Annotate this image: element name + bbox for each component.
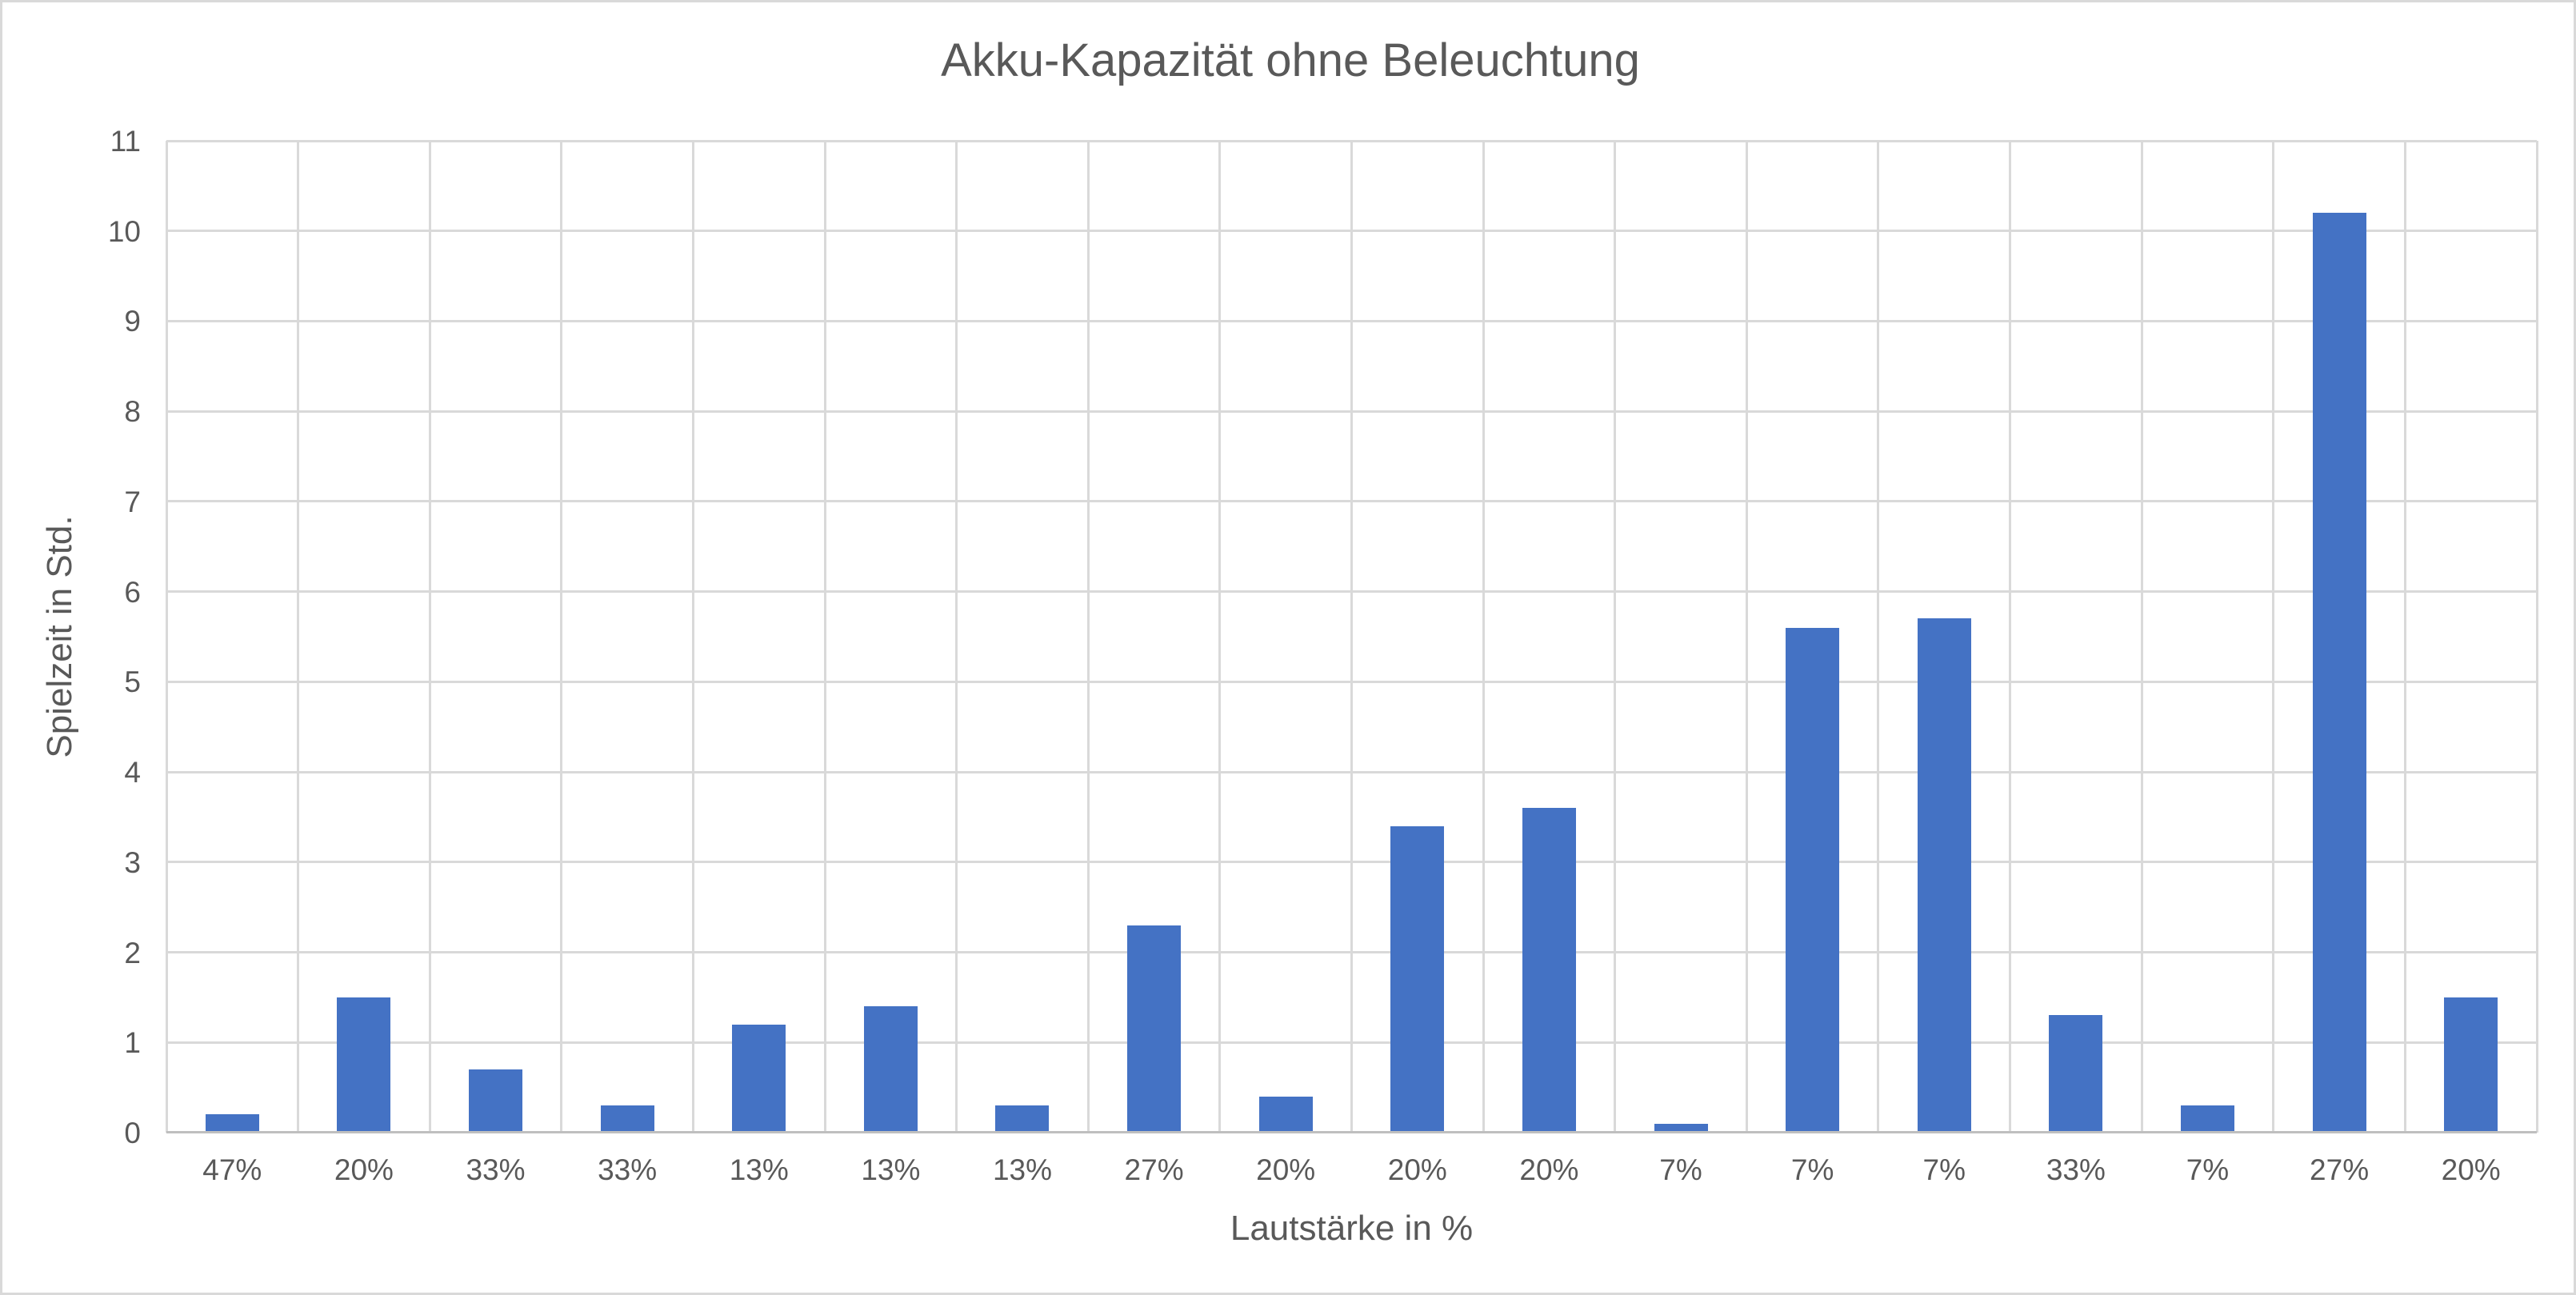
bar-4 xyxy=(732,1024,786,1133)
v-gridline-2 xyxy=(428,141,431,1133)
bar-14 xyxy=(2049,1015,2103,1133)
x-tick-label-3: 33% xyxy=(598,1153,658,1186)
y-tick-label-3: 3 xyxy=(124,845,141,879)
x-tick-label-15: 7% xyxy=(2186,1153,2230,1186)
bar-6 xyxy=(995,1105,1050,1133)
x-tick-label-11: 7% xyxy=(1659,1153,1702,1186)
x-axis-title: Lautstärke in % xyxy=(1230,1209,1474,1248)
v-gridline-7 xyxy=(1086,141,1090,1133)
x-tick-label-16: 27% xyxy=(2310,1153,2370,1186)
bar-11 xyxy=(1654,1123,1708,1133)
v-gridline-5 xyxy=(823,141,826,1133)
y-tick-label-2: 2 xyxy=(124,936,141,969)
v-gridline-4 xyxy=(691,141,694,1133)
y-tick-label-5: 5 xyxy=(124,665,141,699)
y-axis-title: Spielzeit in Std. xyxy=(40,515,79,758)
plot-area xyxy=(165,139,2538,1133)
y-tick-label-1: 1 xyxy=(124,1026,141,1060)
bar-13 xyxy=(1917,618,1971,1133)
y-tick-label-9: 9 xyxy=(124,305,141,338)
y-tick-label-7: 7 xyxy=(124,485,141,518)
v-gridline-18 xyxy=(2535,141,2538,1133)
v-gridline-13 xyxy=(1877,141,1880,1133)
bar-2 xyxy=(469,1069,523,1133)
v-gridline-16 xyxy=(2272,141,2275,1133)
x-tick-label-7: 27% xyxy=(1124,1153,1184,1186)
v-gridline-10 xyxy=(1482,141,1485,1133)
bar-7 xyxy=(1127,925,1182,1133)
v-gridline-15 xyxy=(2140,141,2143,1133)
v-gridline-17 xyxy=(2403,141,2406,1133)
bar-10 xyxy=(1522,808,1576,1133)
y-tick-label-6: 6 xyxy=(124,575,141,609)
v-gridline-0 xyxy=(165,141,168,1133)
v-gridline-1 xyxy=(297,141,300,1133)
x-tick-label-14: 33% xyxy=(2046,1153,2106,1186)
x-tick-label-6: 13% xyxy=(992,1153,1052,1186)
bar-3 xyxy=(600,1105,654,1133)
v-gridline-3 xyxy=(560,141,563,1133)
v-gridline-8 xyxy=(1218,141,1222,1133)
x-tick-label-1: 20% xyxy=(334,1153,394,1186)
x-tick-label-2: 33% xyxy=(466,1153,526,1186)
x-tick-label-10: 20% xyxy=(1519,1153,1579,1186)
bar-9 xyxy=(1390,825,1445,1133)
v-gridline-14 xyxy=(2009,141,2012,1133)
x-tick-label-13: 7% xyxy=(1922,1153,1966,1186)
bar-12 xyxy=(1786,627,1840,1133)
y-tick-label-11: 11 xyxy=(110,125,141,158)
x-tick-label-17: 20% xyxy=(2441,1153,2501,1186)
bar-15 xyxy=(2180,1105,2234,1133)
y-tick-label-8: 8 xyxy=(124,395,141,429)
chart-title: Akku-Kapazität ohne Beleuchtung xyxy=(941,34,1640,86)
x-tick-label-12: 7% xyxy=(1790,1153,1834,1186)
bar-1 xyxy=(337,997,391,1133)
v-gridline-9 xyxy=(1350,141,1353,1133)
x-tick-label-0: 47% xyxy=(202,1153,262,1186)
v-gridline-12 xyxy=(1745,141,1748,1133)
v-gridline-11 xyxy=(1614,141,1617,1133)
x-tick-label-8: 20% xyxy=(1256,1153,1316,1186)
y-tick-label-10: 10 xyxy=(107,214,141,248)
x-tick-label-5: 13% xyxy=(861,1153,921,1186)
bar-16 xyxy=(2312,213,2366,1133)
x-tick-label-9: 20% xyxy=(1387,1153,1447,1186)
x-axis-line xyxy=(166,1131,2537,1133)
x-tick-label-4: 13% xyxy=(729,1153,789,1186)
v-gridline-6 xyxy=(955,141,958,1133)
bar-5 xyxy=(863,1006,918,1133)
bar-0 xyxy=(205,1114,259,1133)
y-tick-label-4: 4 xyxy=(124,756,141,789)
bar-8 xyxy=(1258,1096,1313,1133)
bar-17 xyxy=(2444,997,2498,1133)
y-tick-label-0: 0 xyxy=(124,1117,141,1149)
